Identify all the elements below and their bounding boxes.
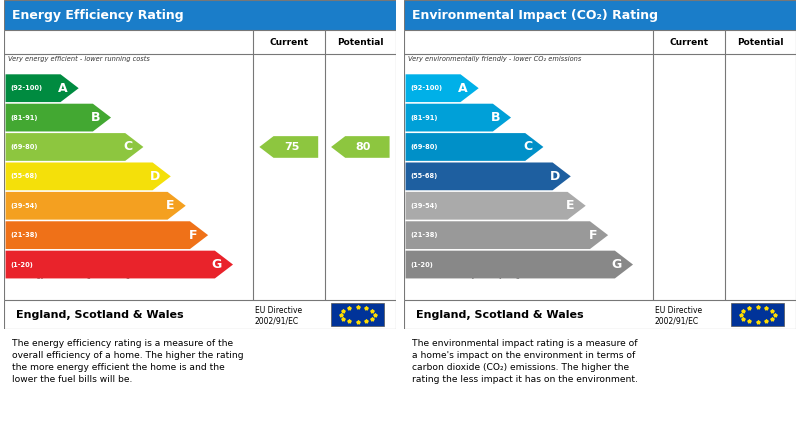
Text: C: C	[523, 141, 533, 154]
Polygon shape	[406, 251, 633, 279]
Text: (92-100): (92-100)	[10, 85, 42, 91]
Text: 2002/91/EC: 2002/91/EC	[655, 316, 699, 325]
Polygon shape	[6, 103, 111, 131]
Polygon shape	[6, 163, 170, 190]
Text: Current: Current	[670, 38, 708, 47]
Bar	[331, 303, 384, 327]
Text: D: D	[550, 170, 560, 183]
Polygon shape	[259, 136, 318, 158]
Polygon shape	[406, 163, 570, 190]
Text: (92-100): (92-100)	[410, 85, 442, 91]
Text: The energy efficiency rating is a measure of the
overall efficiency of a home. T: The energy efficiency rating is a measur…	[12, 339, 244, 384]
Text: Very energy efficient - lower running costs: Very energy efficient - lower running co…	[8, 56, 150, 61]
Bar	[731, 303, 784, 327]
Text: B: B	[90, 111, 100, 124]
Text: B: B	[490, 111, 500, 124]
Polygon shape	[406, 133, 543, 161]
Text: Current: Current	[270, 38, 308, 47]
Polygon shape	[6, 221, 208, 249]
Text: 2002/91/EC: 2002/91/EC	[255, 316, 299, 325]
Text: Energy Efficiency Rating: Energy Efficiency Rating	[12, 9, 183, 22]
Text: A: A	[58, 82, 68, 95]
Text: E: E	[566, 199, 574, 212]
Text: (1-20): (1-20)	[10, 262, 33, 267]
Text: A: A	[458, 82, 468, 95]
Text: 75: 75	[284, 142, 299, 152]
Polygon shape	[6, 192, 186, 220]
Text: (81-91): (81-91)	[410, 115, 438, 121]
Text: Potential: Potential	[737, 38, 783, 47]
Text: C: C	[123, 141, 133, 154]
Text: (1-20): (1-20)	[410, 262, 433, 267]
Polygon shape	[6, 133, 143, 161]
Text: Not environmentally friendly - higher CO₂ emissions: Not environmentally friendly - higher CO…	[408, 272, 582, 279]
Text: (39-54): (39-54)	[410, 203, 438, 209]
Text: 80: 80	[355, 142, 371, 152]
Polygon shape	[331, 136, 390, 158]
Text: Potential: Potential	[337, 38, 383, 47]
Text: England, Scotland & Wales: England, Scotland & Wales	[416, 310, 583, 320]
Text: (55-68): (55-68)	[10, 173, 38, 179]
Text: (21-38): (21-38)	[410, 232, 438, 238]
Text: (21-38): (21-38)	[10, 232, 38, 238]
Text: Not energy efficient - higher running costs: Not energy efficient - higher running co…	[8, 272, 150, 279]
Text: (81-91): (81-91)	[10, 115, 38, 121]
Text: The environmental impact rating is a measure of
a home's impact on the environme: The environmental impact rating is a mea…	[412, 339, 638, 384]
Text: F: F	[589, 228, 597, 241]
Text: Environmental Impact (CO₂) Rating: Environmental Impact (CO₂) Rating	[412, 9, 658, 22]
Text: E: E	[166, 199, 174, 212]
Text: (55-68): (55-68)	[410, 173, 438, 179]
Text: (69-80): (69-80)	[10, 144, 38, 150]
Polygon shape	[406, 103, 511, 131]
Text: G: G	[212, 258, 222, 271]
Polygon shape	[406, 221, 608, 249]
Text: F: F	[189, 228, 197, 241]
Polygon shape	[406, 74, 478, 102]
Text: (39-54): (39-54)	[10, 203, 38, 209]
Text: D: D	[150, 170, 160, 183]
Polygon shape	[6, 74, 78, 102]
Text: EU Directive: EU Directive	[655, 306, 702, 315]
Polygon shape	[6, 251, 233, 279]
Text: England, Scotland & Wales: England, Scotland & Wales	[16, 310, 183, 320]
Text: (69-80): (69-80)	[410, 144, 438, 150]
Text: G: G	[612, 258, 622, 271]
Text: Very environmentally friendly - lower CO₂ emissions: Very environmentally friendly - lower CO…	[408, 56, 582, 61]
Polygon shape	[406, 192, 586, 220]
Text: EU Directive: EU Directive	[255, 306, 302, 315]
